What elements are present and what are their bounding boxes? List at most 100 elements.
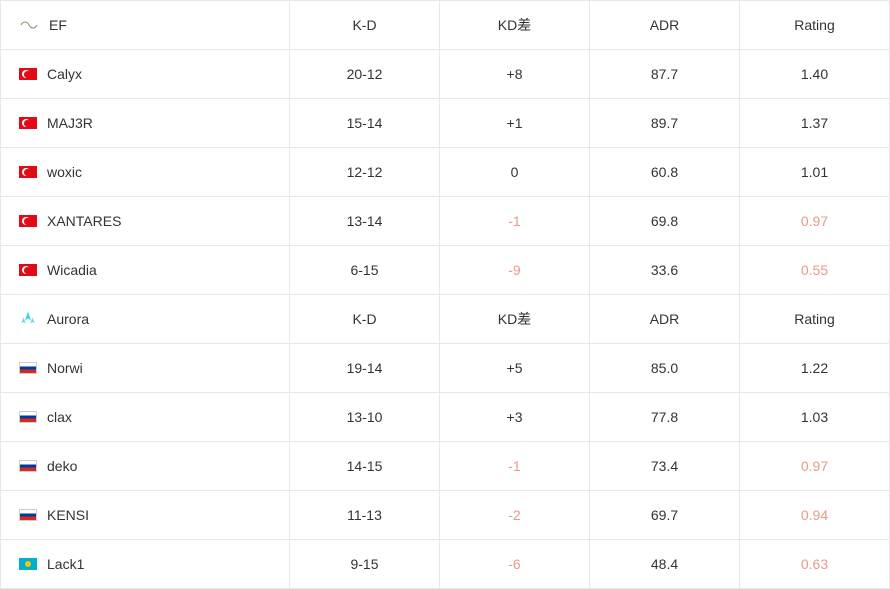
player-name-cell[interactable]: woxic: [0, 148, 290, 196]
header-kd-label: K-D: [352, 311, 376, 327]
player-row[interactable]: clax 13-10 +3 77.8 1.03: [0, 393, 890, 442]
player-rating: 0.94: [801, 507, 828, 523]
player-kd-cell: 13-14: [290, 197, 440, 245]
player-adr: 77.8: [651, 409, 678, 425]
player-kdd-cell: +8: [440, 50, 590, 98]
player-kd: 12-12: [347, 164, 383, 180]
player-kdd: +8: [507, 66, 523, 82]
player-rating: 0.63: [801, 556, 828, 572]
header-adr: ADR: [590, 1, 740, 49]
flag-tr-icon: [19, 264, 37, 276]
flag-ru-icon: [19, 460, 37, 472]
player-kdd: +3: [507, 409, 523, 425]
player-adr-cell: 60.8: [590, 148, 740, 196]
player-row[interactable]: Wicadia 6-15 -933.60.55: [0, 246, 890, 295]
flag-tr-icon: [19, 117, 37, 129]
team-name: EF: [49, 17, 67, 33]
player-adr: 69.8: [651, 213, 678, 229]
player-kdd-cell: -1: [440, 197, 590, 245]
player-kdd-cell: +3: [440, 393, 590, 441]
player-adr: 89.7: [651, 115, 678, 131]
player-rating-cell: 0.55: [740, 246, 890, 294]
player-kd: 9-15: [350, 556, 378, 572]
header-kd: K-D: [290, 295, 440, 343]
player-name: MAJ3R: [47, 115, 93, 131]
player-rating-cell: 0.97: [740, 442, 890, 490]
player-rating-cell: 1.22: [740, 344, 890, 392]
flag-ru-icon: [19, 362, 37, 374]
player-adr-cell: 48.4: [590, 540, 740, 588]
flag-ru-icon: [19, 411, 37, 423]
player-kd: 14-15: [347, 458, 383, 474]
player-name-cell[interactable]: Lack1: [0, 540, 290, 588]
player-kd-cell: 19-14: [290, 344, 440, 392]
player-kdd: -1: [508, 458, 520, 474]
player-rating-cell: 0.94: [740, 491, 890, 539]
player-name-cell[interactable]: XANTARES: [0, 197, 290, 245]
header-rating-label: Rating: [794, 311, 834, 327]
player-row[interactable]: woxic 12-12 0 60.8 1.01: [0, 148, 890, 197]
player-name: woxic: [47, 164, 82, 180]
player-kd-cell: 13-10: [290, 393, 440, 441]
header-rating: Rating: [740, 295, 890, 343]
header-kd: K-D: [290, 1, 440, 49]
player-kd-cell: 15-14: [290, 99, 440, 147]
player-name-cell[interactable]: clax: [0, 393, 290, 441]
player-row[interactable]: Norwi19-14+585.01.22: [0, 344, 890, 393]
flag-tr-icon: [19, 215, 37, 227]
header-kd-label: K-D: [352, 17, 376, 33]
header-adr: ADR: [590, 295, 740, 343]
player-kd: 13-14: [347, 213, 383, 229]
player-kdd: +5: [507, 360, 523, 376]
player-name-cell[interactable]: Calyx: [0, 50, 290, 98]
header-rating-label: Rating: [794, 17, 834, 33]
player-adr-cell: 89.7: [590, 99, 740, 147]
player-name-cell[interactable]: Wicadia: [0, 246, 290, 294]
player-adr-cell: 77.8: [590, 393, 740, 441]
player-row[interactable]: KENSI11-13-269.70.94: [0, 491, 890, 540]
player-adr-cell: 33.6: [590, 246, 740, 294]
player-name-cell[interactable]: MAJ3R: [0, 99, 290, 147]
player-adr-cell: 87.7: [590, 50, 740, 98]
player-rating-cell: 1.40: [740, 50, 890, 98]
team-header-row: AuroraK-DKD差ADRRating: [0, 295, 890, 344]
player-adr: 60.8: [651, 164, 678, 180]
player-kd-cell: 12-12: [290, 148, 440, 196]
player-name-cell[interactable]: KENSI: [0, 491, 290, 539]
header-kdd-label: KD差: [498, 15, 531, 35]
player-name: Lack1: [47, 556, 84, 572]
player-adr-cell: 69.8: [590, 197, 740, 245]
player-rating-cell: 1.37: [740, 99, 890, 147]
player-adr: 87.7: [651, 66, 678, 82]
player-kd: 6-15: [350, 262, 378, 278]
player-row[interactable]: MAJ3R 15-14 +1 89.7 1.37: [0, 99, 890, 148]
player-adr: 69.7: [651, 507, 678, 523]
player-rating: 1.22: [801, 360, 828, 376]
team-logo-ef-icon: [19, 18, 39, 32]
player-name: clax: [47, 409, 72, 425]
player-kdd-cell: 0: [440, 148, 590, 196]
player-name-cell[interactable]: Norwi: [0, 344, 290, 392]
header-adr-label: ADR: [650, 311, 680, 327]
player-kdd-cell: -9: [440, 246, 590, 294]
player-kd-cell: 9-15: [290, 540, 440, 588]
player-rating-cell: 1.01: [740, 148, 890, 196]
player-kd-cell: 14-15: [290, 442, 440, 490]
player-name-cell[interactable]: deko: [0, 442, 290, 490]
player-kdd: +1: [507, 115, 523, 131]
header-adr-label: ADR: [650, 17, 680, 33]
player-kdd-cell: +1: [440, 99, 590, 147]
player-rating: 1.40: [801, 66, 828, 82]
player-adr-cell: 69.7: [590, 491, 740, 539]
player-row[interactable]: Calyx20-12+887.71.40: [0, 50, 890, 99]
player-kdd-cell: -1: [440, 442, 590, 490]
team-name-cell[interactable]: EF: [0, 1, 290, 49]
header-rating: Rating: [740, 1, 890, 49]
player-row[interactable]: XANTARES13-14-169.80.97: [0, 197, 890, 246]
team-header-row: EF K-D KD差 ADR Rating: [0, 0, 890, 50]
player-kd-cell: 6-15: [290, 246, 440, 294]
team-name-cell[interactable]: Aurora: [0, 295, 290, 343]
player-name: Norwi: [47, 360, 83, 376]
player-row[interactable]: deko14-15-173.40.97: [0, 442, 890, 491]
player-rating: 1.03: [801, 409, 828, 425]
